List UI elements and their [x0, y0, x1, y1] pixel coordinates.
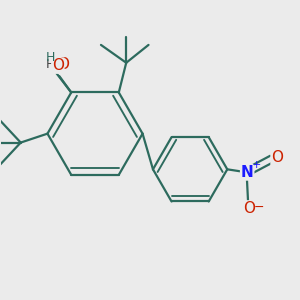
Text: H: H — [46, 51, 55, 64]
Text: +: + — [251, 160, 261, 170]
Text: N: N — [241, 165, 253, 180]
Text: H: H — [46, 58, 55, 71]
Text: O: O — [52, 58, 64, 73]
Text: O: O — [57, 57, 69, 72]
Text: O: O — [243, 201, 255, 216]
Text: −: − — [254, 201, 265, 214]
Text: O: O — [271, 150, 283, 165]
